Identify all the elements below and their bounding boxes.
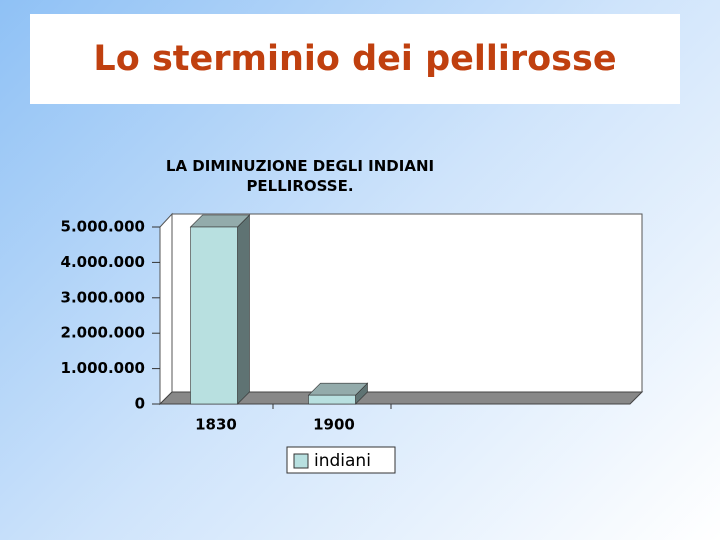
chart-title: LA DIMINUZIONE DEGLI INDIANI PELLIROSSE. [165, 157, 435, 195]
y-tick-label: 4.000.000 [61, 253, 145, 271]
floor [158, 391, 644, 405]
title-box: Lo sterminio dei pellirosse [30, 14, 680, 104]
bar [308, 394, 356, 405]
side-wall [159, 212, 173, 406]
legend-label: indiani [314, 451, 371, 471]
legend-swatch [293, 453, 309, 469]
y-tick-label: 2.000.000 [61, 324, 145, 342]
slide-title: Lo sterminio dei pellirosse [93, 39, 617, 79]
y-tick-label: 3.000.000 [61, 288, 145, 306]
y-tick-label: 5.000.000 [61, 218, 145, 236]
bar [190, 226, 238, 405]
bar-side [237, 214, 250, 405]
y-tick-label: 0 [135, 395, 145, 413]
x-tick-label: 1830 [195, 416, 237, 434]
x-tick-label: 1900 [313, 416, 355, 434]
y-tick-label: 1.000.000 [61, 359, 145, 377]
